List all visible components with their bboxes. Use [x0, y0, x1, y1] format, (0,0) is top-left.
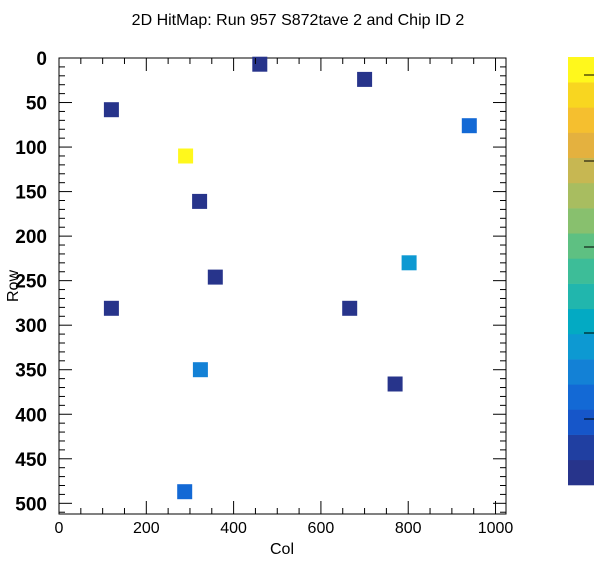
x-tick-label: 1000 — [478, 520, 514, 537]
x-tick-label: 400 — [220, 520, 247, 537]
color-scale-step — [568, 384, 594, 410]
hit-cell — [103, 300, 119, 316]
hit-cell — [207, 269, 223, 285]
y-tick-label: 0 — [36, 49, 47, 70]
color-scale-step — [568, 157, 594, 184]
color-scale-step — [568, 434, 594, 461]
color-scale-step — [568, 308, 594, 335]
hit-cell — [357, 71, 373, 87]
plot-frame — [58, 57, 507, 515]
y-tick-label: 50 — [26, 94, 47, 115]
color-scale-step — [568, 233, 594, 259]
y-tick-label: 400 — [15, 405, 47, 426]
color-scale-bar — [568, 57, 594, 486]
y-tick-label: 150 — [15, 183, 47, 204]
x-tick-label: 200 — [133, 520, 160, 537]
hit-cell — [342, 300, 358, 316]
hit-cell — [252, 56, 268, 72]
y-tick-label: 450 — [15, 450, 47, 471]
hit-cells — [103, 56, 477, 500]
hit-cell — [387, 376, 403, 392]
x-tick-label: 0 — [55, 520, 64, 537]
x-tick-label: 600 — [308, 520, 335, 537]
x-axis: 0 200 400 600 800 1000 — [55, 58, 514, 537]
y-tick-label: 500 — [15, 494, 47, 515]
y-tick-label: 100 — [15, 138, 47, 159]
color-scale-step — [568, 283, 594, 310]
hit-cell — [192, 362, 208, 378]
color-scale-step — [568, 107, 594, 133]
hit-cell — [103, 102, 119, 118]
color-scale-step — [568, 459, 594, 486]
color-scale-step — [568, 132, 594, 159]
x-tick-label: 800 — [395, 520, 422, 537]
chart-title: 2D HitMap: Run 957 S872tave 2 and Chip I… — [132, 12, 465, 29]
y-tick-label: 250 — [15, 272, 47, 293]
y-tick-label: 200 — [15, 227, 47, 248]
hit-cell — [401, 255, 417, 271]
color-scale-step — [568, 359, 594, 385]
y-tick-label: 300 — [15, 316, 47, 337]
color-scale-step — [568, 409, 594, 435]
hit-cell — [461, 118, 477, 134]
color-scale-step — [568, 333, 594, 360]
color-scale-step — [568, 258, 594, 284]
y-axis-label: Row — [5, 270, 22, 302]
color-scale-step — [568, 208, 594, 234]
y-tick-label: 350 — [15, 361, 47, 382]
hit-cell — [177, 484, 193, 500]
hit-cell — [178, 148, 194, 164]
x-axis-label: Col — [270, 541, 294, 558]
color-scale-step — [568, 182, 594, 209]
color-scale-step — [568, 82, 594, 108]
y-axis: 0 50 100 150 200 250 300 350 400 450 500 — [15, 49, 506, 515]
color-scale-step — [568, 57, 594, 83]
hit-cell — [192, 193, 208, 209]
